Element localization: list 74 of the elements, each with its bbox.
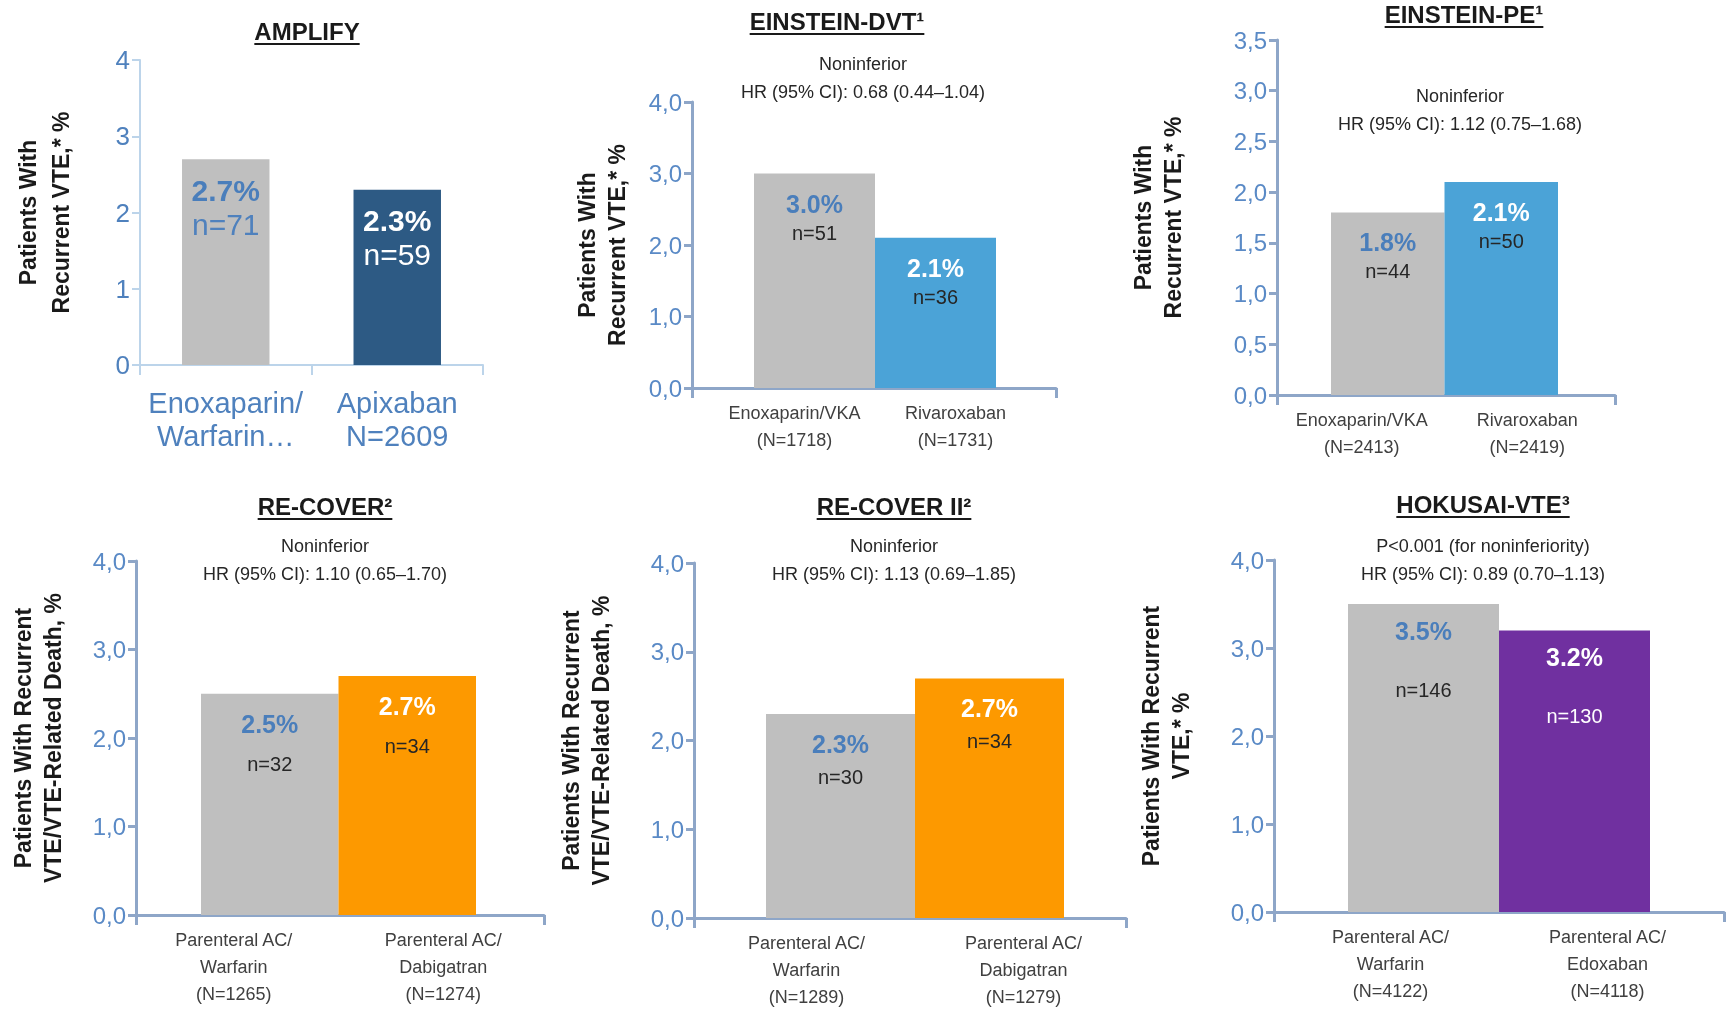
data-label: 2.7% n=34 [378,692,436,758]
x-tick-label: Parenteral AC/ Dabigatran (N=1279) [964,932,1083,1007]
y-tick-label: 3,5 [1233,26,1267,54]
y-tick-label: 1,0 [92,813,126,840]
chart-title: EINSTEIN-DVT¹ [749,8,925,36]
y-tick-label: 1,5 [1233,229,1267,257]
y-tick-label: 4 [115,45,130,75]
y-tick-label: 1 [115,273,130,304]
x-tick-label: Rivaroxaban (N=2419) [1476,409,1578,457]
x-tick-label: Apixaban N=2609 [336,386,458,452]
data-label: 3.0% n=51 [786,189,843,244]
chart-title: RE-COVER II² [816,493,972,521]
data-label: 2.3% n=59 [363,204,432,272]
y-tick-label: 2 [115,197,130,228]
data-label: 2.3% n=30 [812,729,869,788]
y-axis-title: Patients With Recurrent VTE,* % [574,144,630,346]
chart-title: EINSTEIN-PE¹ [1384,1,1544,29]
y-tick-label: 3,0 [92,636,126,663]
x-tick-label: Enoxaparin/VKA (N=2413) [1295,409,1428,457]
text: Noninferior HR (95% CI): 1.12 (0.75–1.68) [1337,85,1583,136]
y-tick-label: 2,0 [1230,722,1264,750]
data-label: 2.1% n=50 [1472,198,1530,252]
y-tick-label: 1,0 [1233,280,1267,308]
chart-title: RE-COVER² [257,493,393,521]
y-axis-title: Patients With Recurrent VTE/VTE-Related Death, % [10,592,66,884]
y-tick-label: 3 [115,121,130,152]
x-tick-label: Enoxaparin/VKA (N=1718) [728,402,861,450]
y-tick-label: 0,0 [650,904,684,932]
y-tick-label: 0 [115,350,130,380]
chart-title: AMPLIFY [254,18,360,46]
y-tick-label: 4,0 [92,547,126,575]
y-tick-label: 3,0 [1230,634,1264,662]
y-tick-label: 4,0 [648,88,682,116]
y-tick-label: 1,0 [1230,810,1264,838]
y-tick-label: 4,0 [1230,546,1264,574]
chart-subtitle: Noninferior HR (95% CI): 1.10 (0.65–1.70) [202,535,448,586]
y-axis-title: Patients With Recurrent VTE,* % [1130,116,1186,319]
data-label: 2.1% n=36 [907,253,964,308]
y-tick-label: 2,5 [1233,127,1267,155]
x-tick-label: Rivaroxaban (N=1731) [904,402,1007,450]
y-tick-label: 3,0 [650,638,684,666]
y-tick-label: 0,0 [648,374,682,402]
y-tick-label: 4,0 [650,549,684,577]
x-tick-label: Parenteral AC/ Warfarin (N=1265) [175,929,293,1004]
data-label: 2.7% n=34 [961,694,1018,753]
y-tick-label: 0,0 [1230,898,1264,926]
y-tick-label: 1,0 [650,815,684,843]
y-tick-label: 0,0 [1233,381,1267,409]
x-tick-label: Parenteral AC/ Warfarin (N=1289) [747,932,866,1007]
data-label: 2.5% n=32 [241,709,299,775]
y-tick-label: 2,0 [650,727,684,754]
y-axis-title: Patients With Recurrent VTE,* % [1138,605,1194,867]
y-tick-label: 0,5 [1233,330,1267,358]
data-label: 1.8% n=44 [1359,228,1417,283]
y-tick-label: 2,0 [648,231,682,259]
x-tick-label: Parenteral AC/ Edoxaban (N=4118) [1548,926,1667,1001]
y-tick-label: 2,0 [1233,178,1267,206]
y-tick-label: 3,0 [1233,77,1267,105]
x-tick-label: Enoxaparin/ Warfarin… [148,386,305,452]
y-tick-label: 2,0 [92,724,126,752]
chart-subtitle: Noninferior HR (95% CI): 0.68 (0.44–1.04) [740,53,986,104]
text: 3.5% n=146 [1395,617,1452,701]
chart-subtitle: Noninferior HR (95% CI): 1.13 (0.69–1.85) [771,535,1017,586]
chart-subtitle: P<0.001 (for noninferiority) HR (95% CI): 0.89 (0.70–1.13) [1360,535,1606,586]
y-tick-label: 0,0 [92,901,126,929]
y-tick-label: 3,0 [648,160,682,187]
text: 3.2% n=130 [1546,643,1603,728]
x-tick-label: Parenteral AC/ Warfarin (N=4122) [1331,926,1450,1001]
chart-title: HOKUSAI-VTE³ [1396,491,1570,519]
y-axis-title: Patients With Recurrent VTE/VTE-Related Death, % [558,595,614,886]
x-tick-label: Parenteral AC/ Dabigatran (N=1274) [384,929,502,1004]
y-tick-label: 1,0 [648,303,682,330]
data-label: 2.7% n=71 [191,173,260,241]
y-axis-title: Patients With Recurrent VTE,* % [14,111,74,314]
